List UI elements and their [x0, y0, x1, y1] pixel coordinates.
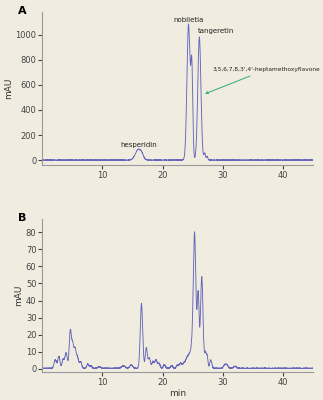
Text: nobiletia: nobiletia: [173, 17, 204, 23]
Text: B: B: [17, 213, 26, 223]
Y-axis label: mAU: mAU: [4, 78, 13, 99]
Text: hesperidin: hesperidin: [120, 142, 157, 148]
Text: A: A: [17, 6, 26, 16]
X-axis label: min: min: [169, 389, 186, 398]
Text: tangeretin: tangeretin: [198, 28, 234, 34]
Y-axis label: mAU: mAU: [14, 285, 23, 306]
Text: 3,5,6,7,8,3',4'-heptamethoxyflavone: 3,5,6,7,8,3',4'-heptamethoxyflavone: [206, 67, 320, 94]
